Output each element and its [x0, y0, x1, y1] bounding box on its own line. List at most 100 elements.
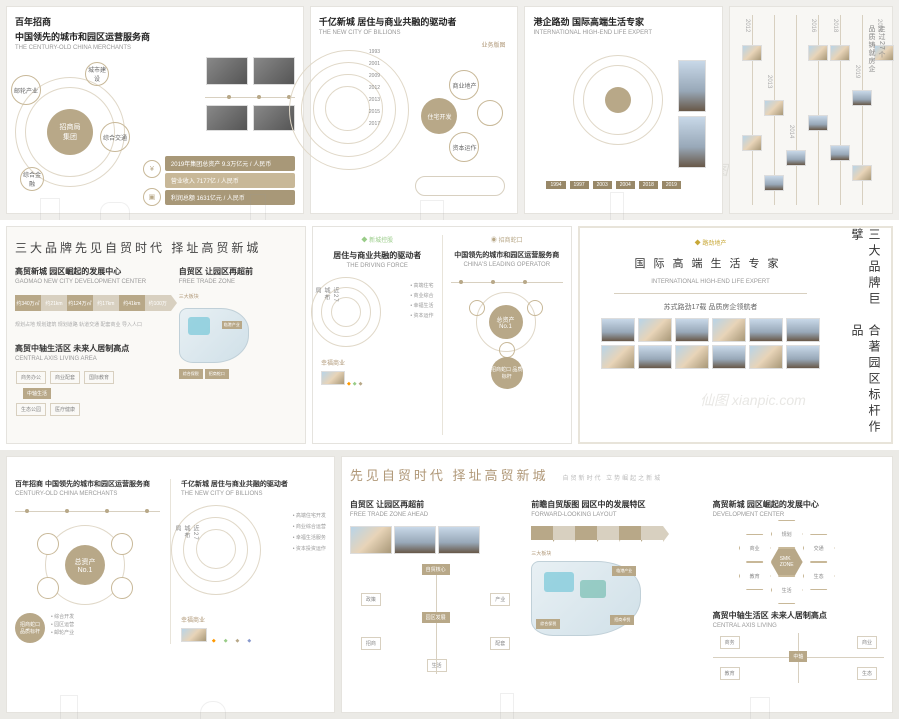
biz-circle: 资本运作 — [449, 132, 479, 162]
panel-roadking: 港企路劲 国际高端生活专家 INTERNATIONAL HIGH-END LIF… — [524, 6, 723, 214]
thumb — [601, 345, 635, 369]
panel-timeline: 2012 2013 2014 2016 2018 2019 2020 走过27个… — [729, 6, 893, 214]
year: 2018 — [639, 181, 658, 189]
thumb — [253, 57, 295, 85]
sub-circle: 综合交通 — [100, 122, 130, 152]
chevron: 约17km — [93, 295, 119, 311]
year: 2013 — [766, 75, 772, 88]
box: 商务 — [720, 636, 740, 649]
bottom-label: 招商蛇口 品质标杆 — [491, 357, 523, 389]
p2-sub: THE NEW CITY OF BILLIONS — [319, 30, 510, 36]
p2-title: 千亿新城 居住与商业共融的驱动者 — [319, 15, 510, 28]
thumb — [786, 345, 820, 369]
thumb — [638, 318, 672, 342]
node: 招商 — [361, 637, 381, 650]
panel-r3-right: 先见自贸时代 择址高贸新城 自贸新时代 立势崛起之新城 自贸区 让园区再超前 F… — [341, 456, 893, 713]
year: 2018 — [832, 19, 838, 32]
box: 中轴生活 — [23, 388, 51, 399]
mid-l-title: 居住与商业共融的驱动者 — [321, 250, 434, 261]
year: 2004 — [616, 181, 635, 189]
map: 临港产业 综合保税 招商卓悦 — [531, 561, 641, 636]
box: 中轴 — [789, 651, 807, 662]
p1-sub: THE CENTURY-OLD CHINA MERCHANTS — [15, 45, 295, 51]
year: 2019 — [662, 181, 681, 189]
label: 业务版图 — [481, 40, 505, 49]
thumb — [786, 318, 820, 342]
c3a-title: 高贸新城 园区崛起的发展中心 — [713, 499, 884, 510]
sub-circle: 城市建设 — [85, 62, 109, 86]
right-sub: FREE TRADE ZONE — [179, 279, 297, 285]
mid-l-sub: THE DRIVING FORCE — [321, 263, 434, 269]
r3-heading: 先见自贸时代 择址高贸新城 — [350, 465, 549, 484]
r3l-c2-sub: THE NEW CITY OF BILLIONS — [181, 491, 326, 497]
sec1-title: 高贸新城 园区崛起的发展中心 — [15, 266, 169, 277]
thumb — [830, 45, 850, 61]
bottom-label: 幸福商业 — [321, 358, 434, 367]
thumb — [786, 150, 806, 166]
box: 生态公园 — [16, 403, 46, 416]
chevron — [641, 526, 663, 540]
r3-heading-sub: 自贸新时代 立势崛起之新城 — [563, 473, 663, 482]
biz-circle — [477, 100, 503, 126]
year: 2003 — [593, 181, 612, 189]
dot — [499, 342, 515, 358]
badge: 总资产No.1 — [489, 305, 523, 339]
thumb — [749, 318, 783, 342]
panel-merchants: 百年招商 中国领先的城市和园区运营服务商 THE CENTURY-OLD CHI… — [6, 6, 304, 214]
row-3: 仙图 xianpic.com 仙图 xianpic.com 百年招商 中国领先的… — [0, 450, 899, 719]
thumb — [712, 318, 746, 342]
sub-circle: 综合金融 — [20, 167, 44, 191]
year: 2017 — [369, 118, 380, 130]
chevron — [597, 526, 619, 540]
year: 1993 — [369, 46, 380, 58]
thumb — [678, 60, 706, 112]
c3a-sub: DEVELOPMENT CENTER — [713, 512, 884, 518]
thumb — [852, 90, 872, 106]
sec2-title: 高贸中轴生活区 未来人居制高点 — [15, 343, 169, 354]
hex: 商业 — [739, 534, 771, 562]
mid-text: 苏式路劲17载 品质房企领航者 — [590, 302, 831, 312]
sub-circle: 邮轮产业 — [11, 75, 41, 105]
thumb — [749, 345, 783, 369]
sec1-sub: GAOMAO NEW CITY DEVELOPMENT CENTER — [15, 279, 169, 285]
thumb — [438, 526, 480, 554]
thumb — [601, 318, 635, 342]
thumb — [678, 116, 706, 168]
badge: 临港产业 — [222, 321, 242, 329]
hex-center: SMKZONE — [771, 548, 803, 576]
p1-title2: 中国领先的城市和园区运营服务商 — [15, 30, 295, 43]
right-title: 自贸区 让园区再超前 — [179, 266, 297, 277]
thumb — [638, 345, 672, 369]
map-label: 三大板块 — [531, 550, 702, 557]
dot — [111, 533, 133, 555]
panel-r2-right: ◆ 路劲地产 国际高端生活专家 INTERNATIONAL HIGH-END L… — [578, 226, 893, 444]
year: 1994 — [546, 181, 565, 189]
hex: 规划 — [771, 520, 803, 548]
year: 2009 — [369, 70, 380, 82]
node: 配套 — [490, 637, 510, 650]
year: 2012 — [369, 82, 380, 94]
vtext2: 合著园区标杆作品 — [849, 324, 883, 442]
c1-title: 自贸区 让园区再超前 — [350, 499, 521, 510]
thumb — [206, 105, 248, 131]
year: 2019 — [854, 65, 860, 78]
year: 2013 — [369, 94, 380, 106]
node: 园区发展 — [422, 612, 450, 623]
box: 医疗健康 — [50, 403, 80, 416]
chevron: 约21km — [41, 295, 67, 311]
mid-r-title: 中国领先的城市和园区运营服务商 — [451, 250, 564, 260]
heading: 三大品牌先见自贸时代 择址高贸新城 — [15, 239, 297, 256]
r3-col2: 前瞻自贸版图 园区中的发展特区 FORWARD-LOOKING LAYOUT 三… — [531, 499, 702, 683]
badge: 招商蛇口 — [205, 369, 229, 379]
p3-title: 港企路劲 国际高端生活专家 — [533, 15, 714, 28]
year: 2012 — [744, 19, 750, 32]
box: 生态 — [857, 667, 877, 680]
chevron — [575, 526, 597, 540]
p1-title1: 百年招商 — [15, 15, 295, 28]
thumb — [742, 135, 762, 151]
chevron — [553, 526, 575, 540]
chevron: 约100万 — [145, 295, 171, 311]
chevron: 约41km — [119, 295, 145, 311]
dot — [37, 577, 59, 599]
vtext1: 三大品牌巨擘 — [849, 228, 883, 316]
